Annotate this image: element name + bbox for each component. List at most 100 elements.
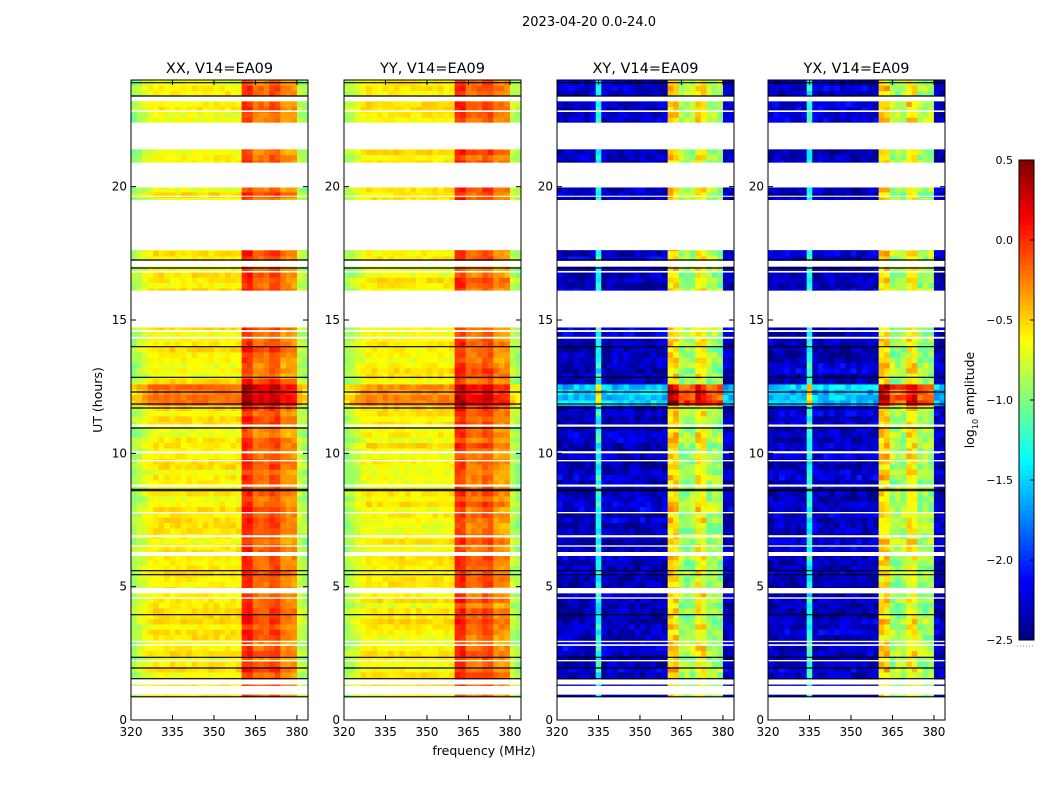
- heatmap-cell: [169, 341, 176, 348]
- heatmap-cell: [285, 560, 292, 566]
- heatmap-cell: [191, 378, 198, 385]
- heatmap-cell: [302, 629, 309, 636]
- heatmap-cell: [219, 325, 226, 332]
- heatmap-cell: [136, 565, 143, 572]
- heatmap-cell: [269, 554, 276, 561]
- heatmap-cell: [360, 581, 367, 588]
- heatmap-cell: [142, 368, 148, 374]
- heatmap-cell: [213, 496, 220, 502]
- heatmap-cell: [208, 112, 215, 118]
- heatmap-cell: [225, 480, 231, 486]
- heatmap-cell: [180, 101, 187, 108]
- heatmap-cell: [225, 581, 231, 588]
- heatmap-cell: [131, 576, 137, 582]
- heatmap-cell: [274, 538, 281, 545]
- heatmap-cell: [263, 661, 270, 668]
- heatmap-cell: [186, 336, 193, 342]
- heatmap-cell: [191, 512, 198, 518]
- heatmap-cell: [191, 469, 198, 476]
- heatmap-cell: [252, 352, 259, 358]
- heatmap-cell: [191, 149, 198, 156]
- heatmap-cell: [443, 693, 450, 700]
- heatmap-cell: [247, 154, 254, 161]
- heatmap-cell: [208, 485, 215, 492]
- heatmap-cell: [180, 341, 187, 348]
- heatmap-cell: [164, 640, 171, 646]
- heatmap-cell: [252, 149, 259, 156]
- heatmap-cell: [186, 421, 193, 428]
- heatmap-cell: [291, 442, 298, 449]
- heatmap-cell: [258, 597, 265, 604]
- heatmap-cell: [515, 666, 522, 673]
- heatmap-cell: [241, 645, 248, 652]
- heatmap-cell: [142, 693, 148, 700]
- heatmap-cell: [438, 565, 444, 572]
- heatmap-cell: [153, 666, 160, 673]
- heatmap-cell: [504, 634, 511, 641]
- heatmap-cell: [164, 416, 171, 422]
- heatmap-cell: [388, 672, 395, 678]
- heatmap-cell: [263, 517, 270, 524]
- x-tick-label: 335: [161, 725, 184, 739]
- heatmap-cell: [258, 512, 265, 518]
- heatmap-cell: [285, 464, 292, 470]
- heatmap-cell: [252, 272, 259, 278]
- heatmap-cell: [291, 672, 298, 678]
- heatmap-cell: [285, 432, 292, 438]
- heatmap-cell: [258, 448, 265, 454]
- heatmap-cell: [247, 485, 254, 492]
- heatmap-cell: [476, 666, 483, 673]
- heatmap-cell: [202, 341, 209, 348]
- heatmap-cell: [213, 560, 220, 566]
- heatmap-cell: [208, 421, 215, 428]
- heatmap-cell: [296, 661, 303, 668]
- heatmap-cell: [213, 624, 220, 630]
- heatmap-cell: [504, 666, 511, 673]
- heatmap-cell: [460, 656, 467, 662]
- heatmap-cell: [158, 250, 165, 257]
- heatmap-cell: [296, 106, 303, 113]
- heatmap-cell: [247, 336, 254, 342]
- heatmap-cell: [131, 453, 137, 460]
- heatmap-cell: [225, 117, 231, 124]
- heatmap-cell: [175, 410, 182, 417]
- heatmap-cell: [291, 330, 298, 337]
- heatmap-cell: [296, 485, 303, 492]
- heatmap-cell: [258, 634, 265, 641]
- heatmap-cell: [236, 634, 243, 641]
- heatmap-cell: [169, 282, 176, 289]
- heatmap-cell: [382, 560, 389, 566]
- heatmap-cell: [208, 192, 215, 198]
- heatmap-cell: [443, 645, 450, 652]
- heatmap-cell: [252, 512, 259, 518]
- heatmap-cell: [236, 282, 243, 289]
- heatmap-cell: [247, 602, 254, 609]
- heatmap-cell: [285, 384, 292, 390]
- heatmap-cell: [274, 362, 281, 369]
- heatmap-cell: [169, 458, 176, 465]
- heatmap-cell: [438, 672, 444, 678]
- heatmap-cell: [186, 624, 193, 630]
- heatmap-cell: [197, 266, 204, 273]
- heatmap-cell: [158, 538, 165, 545]
- heatmap-cell: [302, 362, 309, 369]
- heatmap-cell: [158, 480, 165, 486]
- heatmap-cell: [191, 154, 198, 161]
- heatmap-cell: [274, 474, 281, 481]
- heatmap-cell: [175, 480, 182, 486]
- heatmap-cell: [175, 645, 182, 652]
- heatmap-cell: [274, 554, 281, 561]
- heatmap-cell: [142, 485, 148, 492]
- heatmap-cell: [241, 325, 248, 332]
- heatmap-cell: [191, 634, 198, 641]
- heatmap-cell: [482, 608, 489, 614]
- heatmap-cell: [147, 522, 154, 529]
- heatmap-cell: [360, 666, 367, 673]
- heatmap-cell: [158, 682, 165, 689]
- heatmap-cell: [164, 106, 171, 113]
- heatmap-cell: [219, 373, 226, 380]
- heatmap-cell: [169, 528, 176, 534]
- heatmap-cell: [208, 117, 215, 124]
- heatmap-cell: [410, 650, 417, 657]
- heatmap-cell: [247, 650, 254, 657]
